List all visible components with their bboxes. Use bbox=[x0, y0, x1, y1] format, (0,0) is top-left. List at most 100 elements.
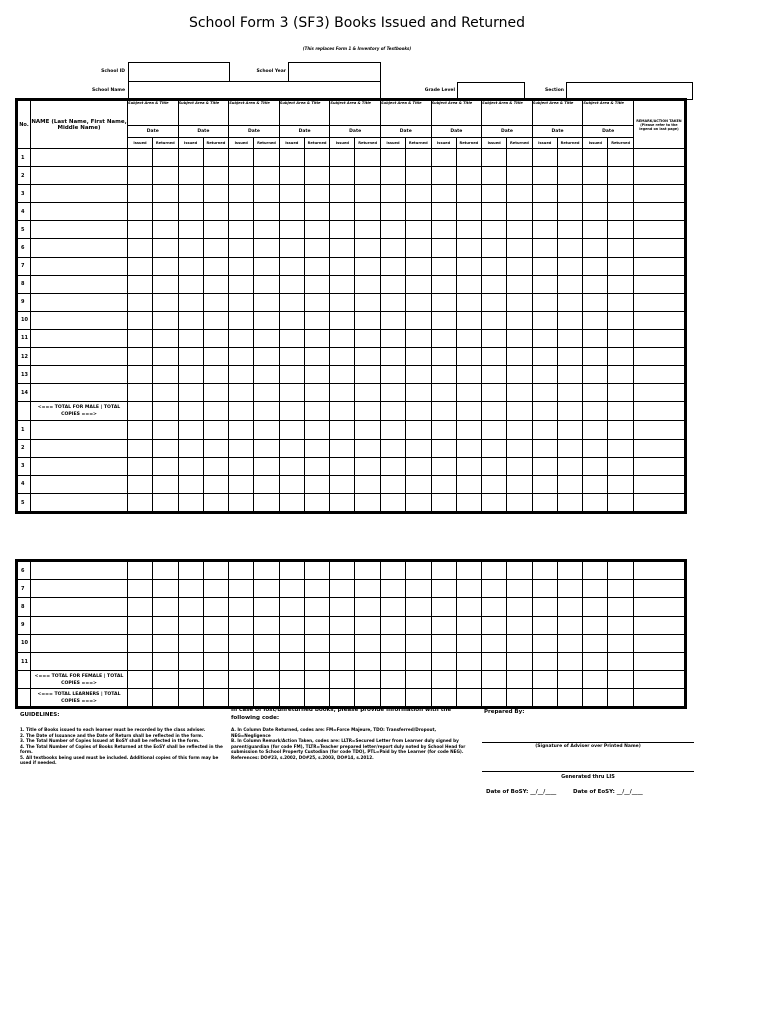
returned-cell[interactable] bbox=[253, 220, 280, 240]
returned-cell[interactable] bbox=[253, 166, 280, 186]
returned-cell[interactable] bbox=[253, 328, 280, 349]
subject-title-header[interactable]: Subject Area & Title bbox=[531, 100, 584, 126]
issued-cell[interactable] bbox=[127, 438, 153, 458]
returned-cell[interactable] bbox=[202, 365, 230, 385]
returned-cell[interactable] bbox=[556, 328, 584, 349]
issued-cell[interactable] bbox=[329, 670, 356, 690]
remarks-cell[interactable] bbox=[632, 560, 685, 581]
name-cell[interactable] bbox=[30, 274, 128, 294]
issued-cell[interactable] bbox=[582, 292, 609, 312]
name-cell[interactable] bbox=[30, 438, 128, 458]
issued-cell[interactable] bbox=[582, 688, 609, 708]
returned-cell[interactable] bbox=[556, 579, 584, 599]
returned-cell[interactable] bbox=[152, 310, 179, 330]
returned-cell[interactable] bbox=[455, 147, 483, 168]
returned-cell[interactable] bbox=[354, 383, 381, 403]
issued-cell[interactable] bbox=[531, 633, 558, 653]
returned-cell[interactable] bbox=[253, 401, 280, 422]
issued-cell[interactable] bbox=[278, 328, 305, 349]
returned-cell[interactable] bbox=[455, 651, 483, 672]
returned-cell[interactable] bbox=[253, 184, 280, 204]
returned-cell[interactable] bbox=[404, 560, 432, 581]
issued-cell[interactable] bbox=[177, 383, 204, 403]
issued-cell[interactable] bbox=[177, 220, 204, 240]
returned-cell[interactable] bbox=[556, 456, 584, 476]
issued-cell[interactable] bbox=[531, 310, 558, 330]
returned-cell[interactable] bbox=[455, 310, 483, 330]
issued-cell[interactable] bbox=[329, 147, 356, 168]
returned-cell[interactable] bbox=[303, 202, 331, 222]
issued-cell[interactable] bbox=[481, 401, 508, 422]
issued-cell[interactable] bbox=[228, 238, 255, 258]
issued-cell[interactable] bbox=[481, 420, 508, 440]
returned-cell[interactable] bbox=[455, 456, 483, 476]
returned-cell[interactable] bbox=[506, 615, 533, 635]
returned-cell[interactable] bbox=[202, 438, 230, 458]
returned-cell[interactable] bbox=[506, 420, 533, 440]
issued-cell[interactable] bbox=[481, 147, 508, 168]
issued-cell[interactable] bbox=[430, 420, 457, 440]
issued-cell[interactable] bbox=[481, 292, 508, 312]
returned-cell[interactable] bbox=[152, 365, 179, 385]
remarks-cell[interactable] bbox=[632, 147, 685, 168]
returned-cell[interactable] bbox=[404, 147, 432, 168]
issued-cell[interactable] bbox=[379, 560, 406, 581]
returned-cell[interactable] bbox=[202, 579, 230, 599]
issued-cell[interactable] bbox=[430, 220, 457, 240]
issued-cell[interactable] bbox=[430, 474, 457, 495]
issued-cell[interactable] bbox=[379, 383, 406, 403]
section-field[interactable] bbox=[566, 82, 693, 100]
returned-cell[interactable] bbox=[253, 365, 280, 385]
issued-cell[interactable] bbox=[531, 651, 558, 672]
remarks-cell[interactable] bbox=[632, 688, 685, 708]
issued-cell[interactable] bbox=[177, 184, 204, 204]
issued-cell[interactable] bbox=[379, 401, 406, 422]
issued-cell[interactable] bbox=[278, 310, 305, 330]
returned-cell[interactable] bbox=[607, 238, 634, 258]
returned-cell[interactable] bbox=[404, 292, 432, 312]
issued-cell[interactable] bbox=[531, 220, 558, 240]
returned-cell[interactable] bbox=[303, 438, 331, 458]
issued-cell[interactable] bbox=[177, 292, 204, 312]
issued-cell[interactable] bbox=[329, 184, 356, 204]
issued-cell[interactable] bbox=[329, 474, 356, 495]
issued-cell[interactable] bbox=[481, 688, 508, 708]
issued-cell[interactable] bbox=[127, 310, 153, 330]
returned-cell[interactable] bbox=[354, 615, 381, 635]
remarks-cell[interactable] bbox=[632, 365, 685, 385]
issued-cell[interactable] bbox=[531, 615, 558, 635]
returned-cell[interactable] bbox=[152, 688, 179, 708]
returned-cell[interactable] bbox=[506, 184, 533, 204]
issued-cell[interactable] bbox=[278, 274, 305, 294]
issued-cell[interactable] bbox=[531, 401, 558, 422]
returned-cell[interactable] bbox=[404, 474, 432, 495]
returned-cell[interactable] bbox=[506, 202, 533, 222]
returned-cell[interactable] bbox=[607, 579, 634, 599]
issued-cell[interactable] bbox=[430, 615, 457, 635]
issued-cell[interactable] bbox=[379, 493, 406, 513]
issued-cell[interactable] bbox=[177, 560, 204, 581]
issued-cell[interactable] bbox=[177, 166, 204, 186]
issued-cell[interactable] bbox=[379, 220, 406, 240]
issued-cell[interactable] bbox=[228, 633, 255, 653]
returned-cell[interactable] bbox=[253, 383, 280, 403]
returned-cell[interactable] bbox=[253, 238, 280, 258]
issued-cell[interactable] bbox=[430, 202, 457, 222]
returned-cell[interactable] bbox=[455, 256, 483, 276]
issued-cell[interactable] bbox=[127, 184, 153, 204]
issued-cell[interactable] bbox=[127, 633, 153, 653]
issued-cell[interactable] bbox=[531, 420, 558, 440]
returned-cell[interactable] bbox=[455, 670, 483, 690]
returned-cell[interactable] bbox=[354, 310, 381, 330]
issued-cell[interactable] bbox=[430, 670, 457, 690]
issued-cell[interactable] bbox=[228, 493, 255, 513]
returned-cell[interactable] bbox=[404, 256, 432, 276]
issued-cell[interactable] bbox=[430, 456, 457, 476]
issued-cell[interactable] bbox=[531, 383, 558, 403]
issued-cell[interactable] bbox=[379, 292, 406, 312]
remarks-cell[interactable] bbox=[632, 579, 685, 599]
returned-cell[interactable] bbox=[152, 560, 179, 581]
issued-cell[interactable] bbox=[481, 347, 508, 367]
issued-cell[interactable] bbox=[329, 401, 356, 422]
returned-cell[interactable] bbox=[202, 401, 230, 422]
